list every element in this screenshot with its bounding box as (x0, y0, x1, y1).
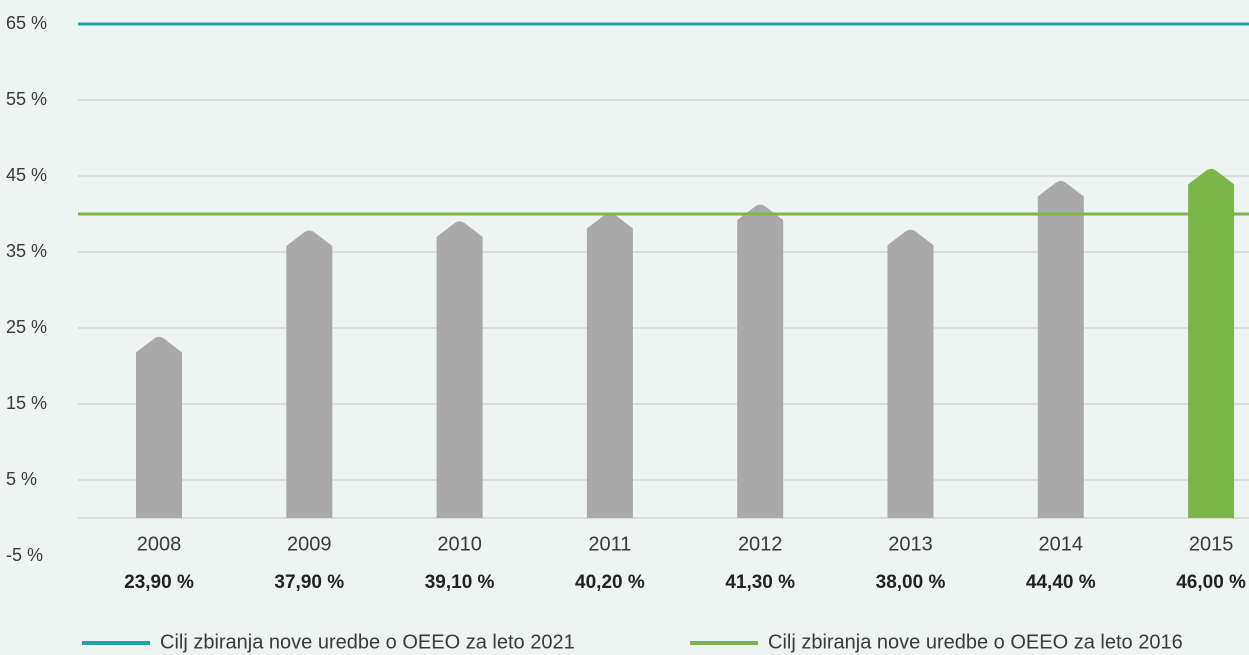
x-tick-label: 2009 (287, 533, 332, 555)
legend-label: Cilj zbiranja nove uredbe o OEEO za leto… (768, 631, 1183, 653)
x-tick-label: 2015 (1189, 533, 1234, 555)
bar (436, 221, 483, 518)
bar (1037, 181, 1084, 518)
x-tick-label: 2010 (437, 533, 482, 555)
y-tick-label: -5 % (6, 545, 43, 565)
x-tick-label: 2013 (888, 533, 933, 555)
x-tick-label: 2012 (738, 533, 783, 555)
value-label: 40,20 % (575, 572, 645, 593)
bar (286, 230, 333, 518)
value-label: 23,90 % (124, 572, 194, 593)
value-label: 37,90 % (274, 572, 344, 593)
value-label: 38,00 % (876, 572, 946, 593)
value-label: 39,10 % (425, 572, 495, 593)
y-tick-label: 25 % (6, 317, 47, 337)
y-tick-label: 55 % (6, 89, 47, 109)
value-label: 41,30 % (725, 572, 795, 593)
x-tick-label: 2011 (588, 533, 631, 555)
x-tick-label: 2014 (1039, 533, 1084, 555)
y-tick-label: 65 % (6, 13, 47, 33)
y-tick-label: 35 % (6, 241, 47, 261)
bar (737, 204, 784, 518)
x-tick-label: 2008 (137, 533, 182, 555)
bar (586, 212, 633, 519)
y-tick-label: 5 % (6, 469, 37, 489)
value-label: 44,40 % (1026, 572, 1096, 593)
bar (136, 336, 182, 518)
value-label: 46,00 % (1176, 572, 1246, 593)
y-tick-label: 15 % (6, 393, 47, 413)
bar (887, 229, 934, 518)
bar (1188, 168, 1235, 518)
legend-label: Cilj zbiranja nove uredbe o OEEO za leto… (160, 631, 575, 653)
y-tick-label: 45 % (6, 165, 47, 185)
